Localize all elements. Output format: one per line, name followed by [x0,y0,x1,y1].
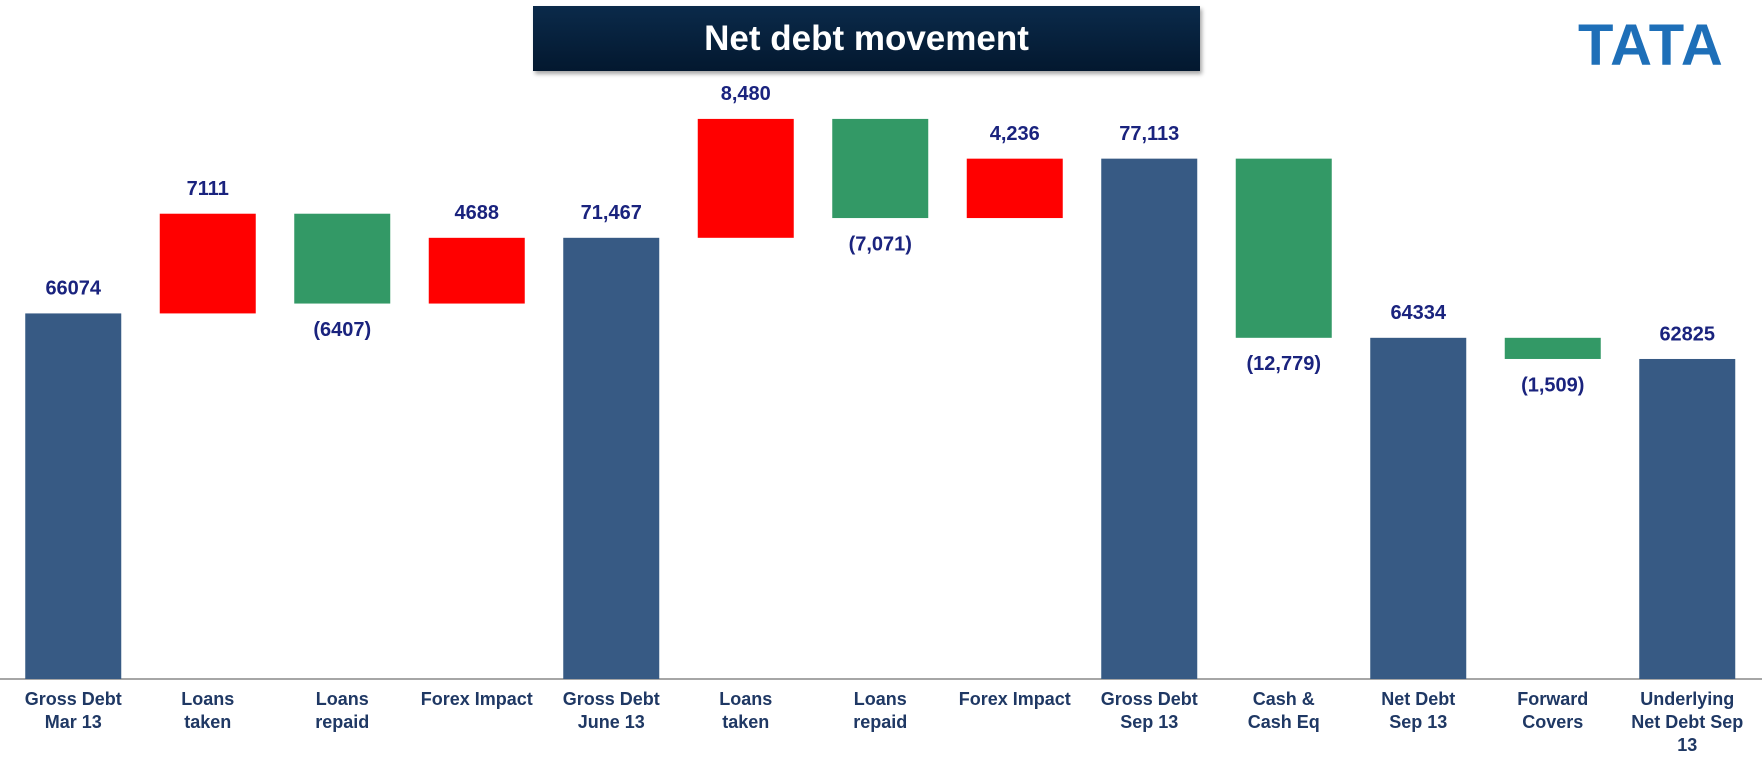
value-label: 66074 [45,278,101,300]
bar [159,213,256,314]
bar [1504,337,1601,359]
value-label: (12,779) [1247,353,1322,375]
bar [294,213,391,304]
bar [1235,158,1332,338]
chart-title: Net debt movement [533,6,1200,71]
bar [25,313,122,679]
value-label: 77,113 [1119,123,1179,145]
x-tick-label: Underlying Net Debt Sep 13 [1631,689,1744,755]
x-tick-label: Loans repaid [315,689,370,732]
value-label: (7,071) [849,233,912,255]
x-tick-label: Gross Debt Mar 13 [24,689,122,732]
value-label: 8,480 [721,83,771,105]
value-label: 71,467 [581,202,642,224]
value-label: 4688 [455,202,500,224]
x-tick-label: Loans taken [181,689,235,732]
bar [1101,158,1198,680]
value-label: 62825 [1659,323,1715,345]
bar [1639,358,1736,679]
bar [697,118,794,238]
value-label: 64334 [1390,302,1446,324]
x-tick-label: Loans repaid [853,689,908,732]
x-tick-label: Gross Debt Sep 13 [1100,689,1198,732]
x-tick-label: Forex Impact [420,689,533,709]
x-tick-label: Gross Debt June 13 [562,689,660,732]
bar [1370,337,1467,679]
x-tick-label: Net Debt Sep 13 [1381,689,1456,732]
value-label: 4,236 [990,123,1040,145]
bar [966,158,1063,219]
value-label: 7111 [187,178,229,200]
bar [563,237,660,679]
bar [832,118,929,219]
x-tick-label: Forex Impact [958,689,1071,709]
value-label: (1,509) [1521,374,1584,396]
x-tick-label: Cash & Cash Eq [1247,689,1320,732]
x-tick-label: Loans taken [719,689,773,732]
x-tick-label: Forward Covers [1517,689,1589,732]
logo: TATA [1578,13,1724,78]
bar [428,237,525,304]
value-label: (6407) [313,319,371,341]
